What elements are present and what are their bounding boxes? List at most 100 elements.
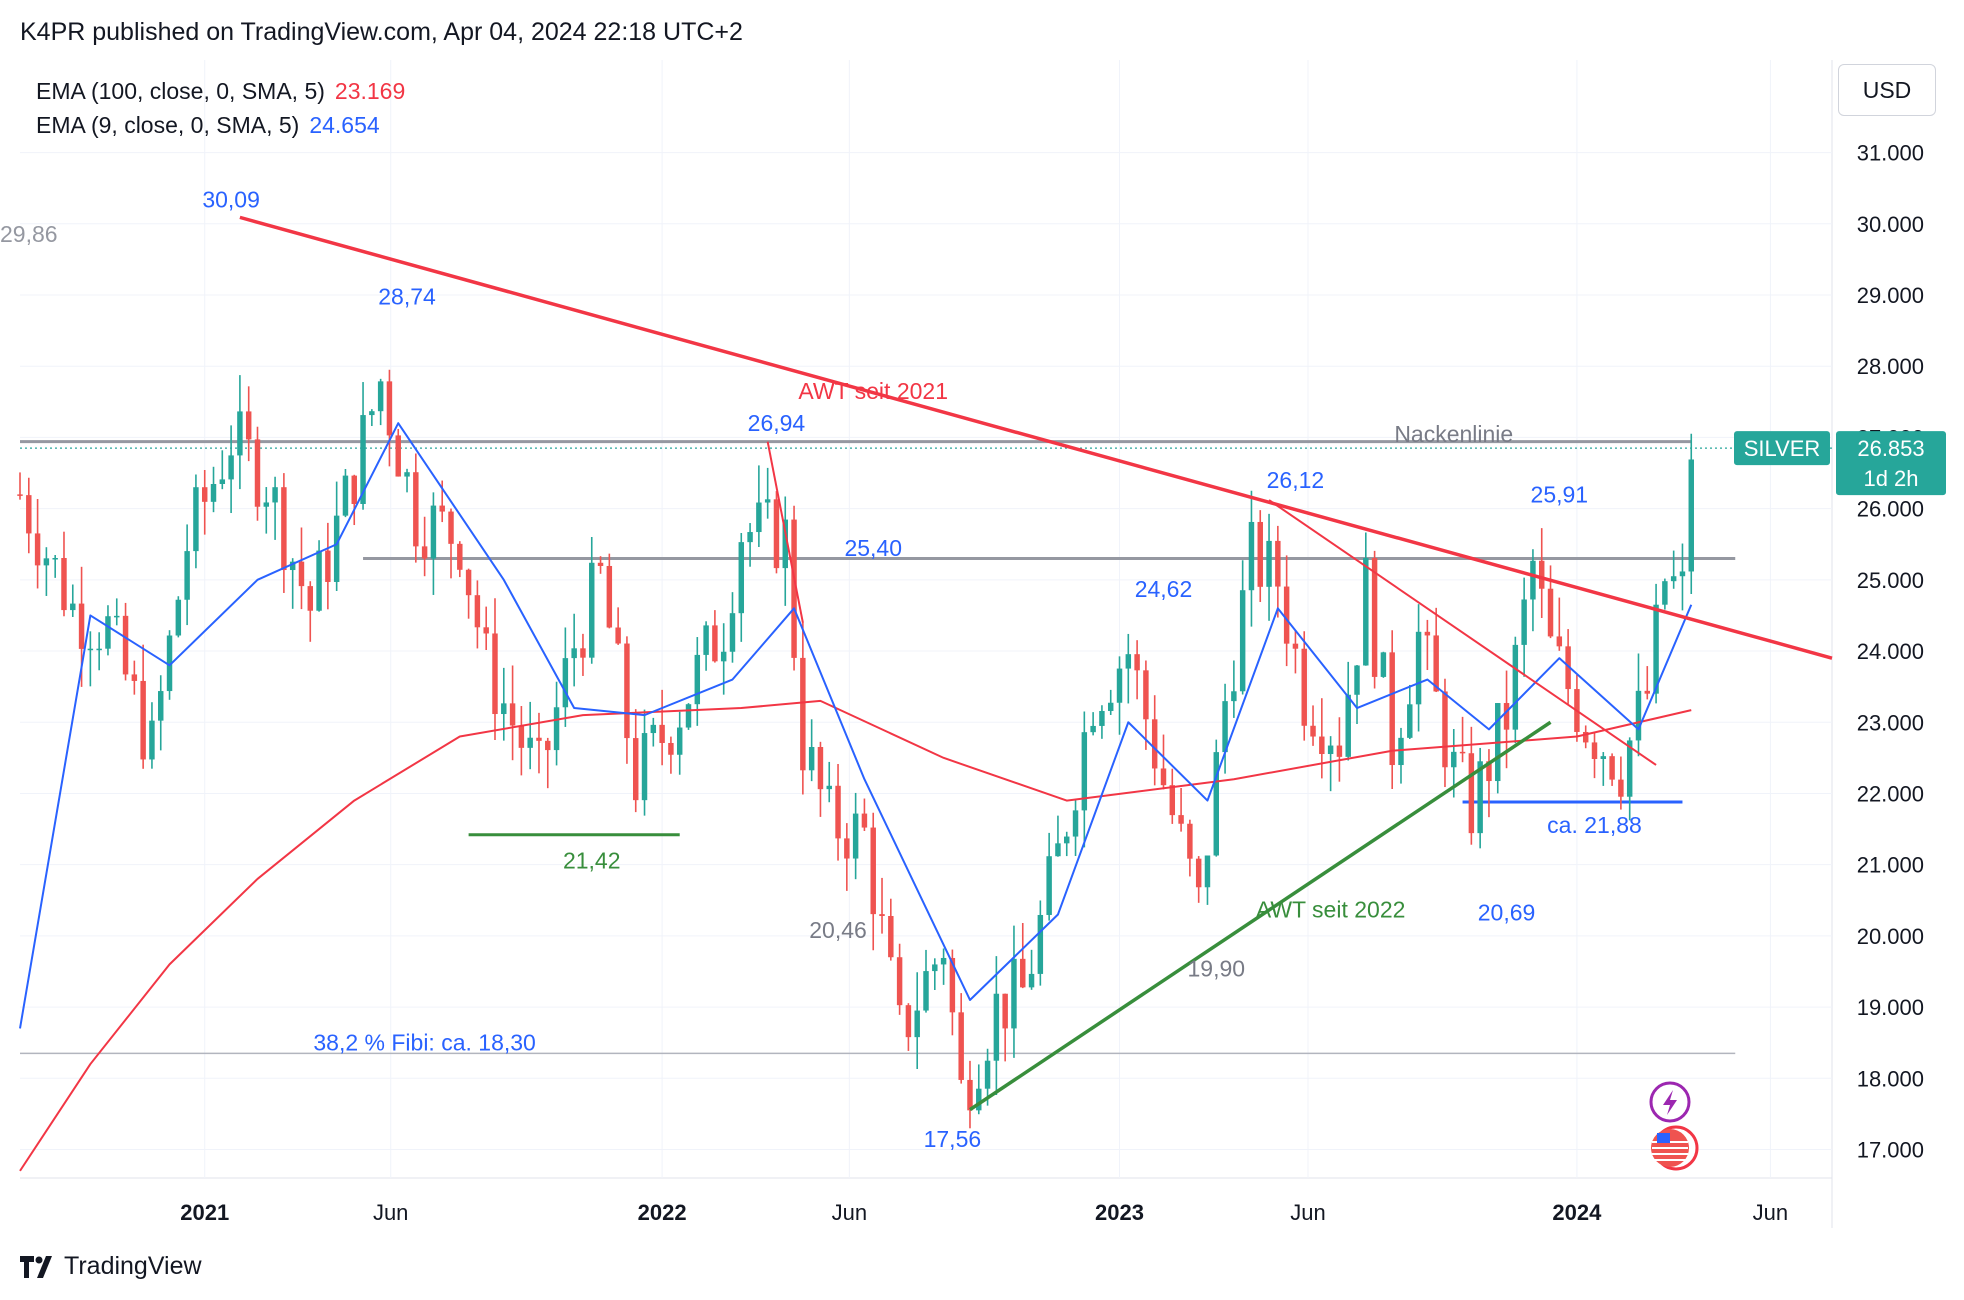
candle-body: [263, 502, 270, 507]
candle-body: [1363, 558, 1369, 666]
candle-body: [1266, 540, 1272, 587]
candle-body: [351, 475, 357, 504]
candle-body: [457, 543, 463, 570]
annotation-label: AWT seit 2022: [1256, 897, 1406, 923]
candle-body: [254, 439, 261, 507]
candle-body: [1521, 599, 1527, 645]
legend-ema9[interactable]: EMA (9, close, 0, SMA, 5) 24.654: [36, 108, 405, 142]
candle-body: [61, 558, 67, 611]
candle-body: [140, 680, 146, 760]
candle-body: [976, 1088, 982, 1111]
candle-body: [369, 411, 375, 416]
price-tick-label: 26.000: [1857, 497, 1924, 522]
time-tick-label: Jun: [373, 1200, 408, 1225]
candle-body: [1011, 958, 1017, 1029]
candle-body: [685, 704, 692, 728]
candle-body: [1670, 576, 1677, 582]
ema9-value: 24.654: [309, 112, 380, 138]
candle-body: [1407, 704, 1413, 738]
candle-body: [1556, 636, 1563, 647]
ema100-value: 23.169: [334, 78, 406, 104]
candle-body: [800, 657, 806, 771]
candle-body: [1380, 652, 1387, 677]
ema100-label: EMA (100, close, 0, SMA, 5): [36, 78, 325, 104]
candle-body: [78, 603, 85, 649]
annotation-label: 29,86: [0, 221, 58, 247]
ema-lines: [19, 422, 1693, 1172]
trendline-thin: [1268, 499, 1657, 766]
price-tick-label: 28.000: [1857, 354, 1924, 379]
candle-body: [70, 603, 76, 611]
candle-body: [1609, 756, 1615, 780]
candle-body: [1160, 768, 1167, 786]
candle-body: [720, 651, 727, 662]
candle-body: [201, 487, 208, 502]
price-tick-label: 23.000: [1857, 710, 1924, 735]
candle-body: [712, 625, 718, 662]
annotation-label: 20,69: [1478, 899, 1536, 925]
candle-body: [553, 707, 560, 751]
candle-body: [914, 1010, 920, 1038]
candle-body: [835, 785, 841, 839]
candle-body: [1336, 745, 1343, 757]
candle-body: [1090, 725, 1096, 733]
candle-body: [1028, 973, 1035, 988]
candle-body: [1283, 586, 1290, 644]
candle-body: [1292, 643, 1299, 649]
candle-body: [448, 511, 454, 544]
candle-body: [421, 546, 428, 559]
annotation-label: 26,12: [1267, 467, 1325, 493]
candle-body: [703, 625, 709, 655]
candle-body: [43, 558, 50, 566]
price-tick-label: 19.000: [1857, 995, 1924, 1020]
candle-body: [1398, 737, 1404, 766]
price-tick-label: 18.000: [1857, 1066, 1924, 1091]
candle-body: [747, 532, 753, 543]
annotation-label: 17,56: [924, 1126, 982, 1152]
candle-body: [281, 487, 287, 571]
time-tick-label: 2021: [180, 1200, 229, 1225]
candle-body: [219, 479, 226, 484]
candle-body: [589, 562, 595, 658]
candle-body: [1037, 914, 1044, 974]
price-tick-label: 22.000: [1857, 781, 1924, 806]
annotation-label: ca. 21,88: [1547, 812, 1642, 838]
price-axis[interactable]: 31.00030.00029.00028.00027.00026.00025.0…: [1857, 141, 1924, 1163]
candle-body: [1187, 823, 1193, 859]
candle-body: [404, 472, 410, 477]
legend-ema100[interactable]: EMA (100, close, 0, SMA, 5) 23.169: [36, 74, 405, 108]
candle-body: [1125, 654, 1132, 669]
candle-body: [333, 515, 340, 582]
candle-body: [1310, 725, 1316, 737]
candle-body: [430, 505, 437, 559]
currency-button[interactable]: USD: [1838, 64, 1936, 116]
candle-body: [465, 569, 472, 596]
time-tick-label: 2024: [1552, 1200, 1602, 1225]
candle-body: [158, 691, 164, 721]
candle-body: [1301, 648, 1307, 726]
candle-body: [817, 746, 824, 790]
candle-body: [1275, 540, 1281, 587]
candle-body: [870, 827, 876, 915]
candle-body: [668, 742, 674, 755]
candle-body: [958, 1012, 964, 1080]
candle-body: [1143, 670, 1149, 720]
candle-body: [149, 720, 155, 760]
candle-body: [26, 495, 32, 534]
candle-body: [1679, 571, 1686, 577]
candle-body: [210, 483, 217, 502]
annotations: 29,86 30,09 28,74 AWT seit 2021 26,94 Nackenl…: [0, 187, 1642, 1152]
time-axis[interactable]: 2021 Jun 2022 Jun 2023 Jun 2024 Jun: [180, 1200, 1788, 1225]
candle-body: [844, 838, 850, 859]
candle-body: [272, 487, 278, 503]
candle-body: [1116, 668, 1123, 703]
candle-body: [808, 746, 815, 771]
annotation-label: 38,2 % Fibi: ca. 18,30: [313, 1030, 535, 1056]
tradingview-logo[interactable]: TradingView: [20, 1252, 202, 1281]
publish-header: K4PR published on TradingView.com, Apr 0…: [20, 18, 743, 46]
candle-body: [756, 502, 762, 533]
candle-body: [659, 724, 665, 743]
candle-body: [114, 615, 120, 618]
annotation-label: 21,42: [563, 847, 621, 873]
